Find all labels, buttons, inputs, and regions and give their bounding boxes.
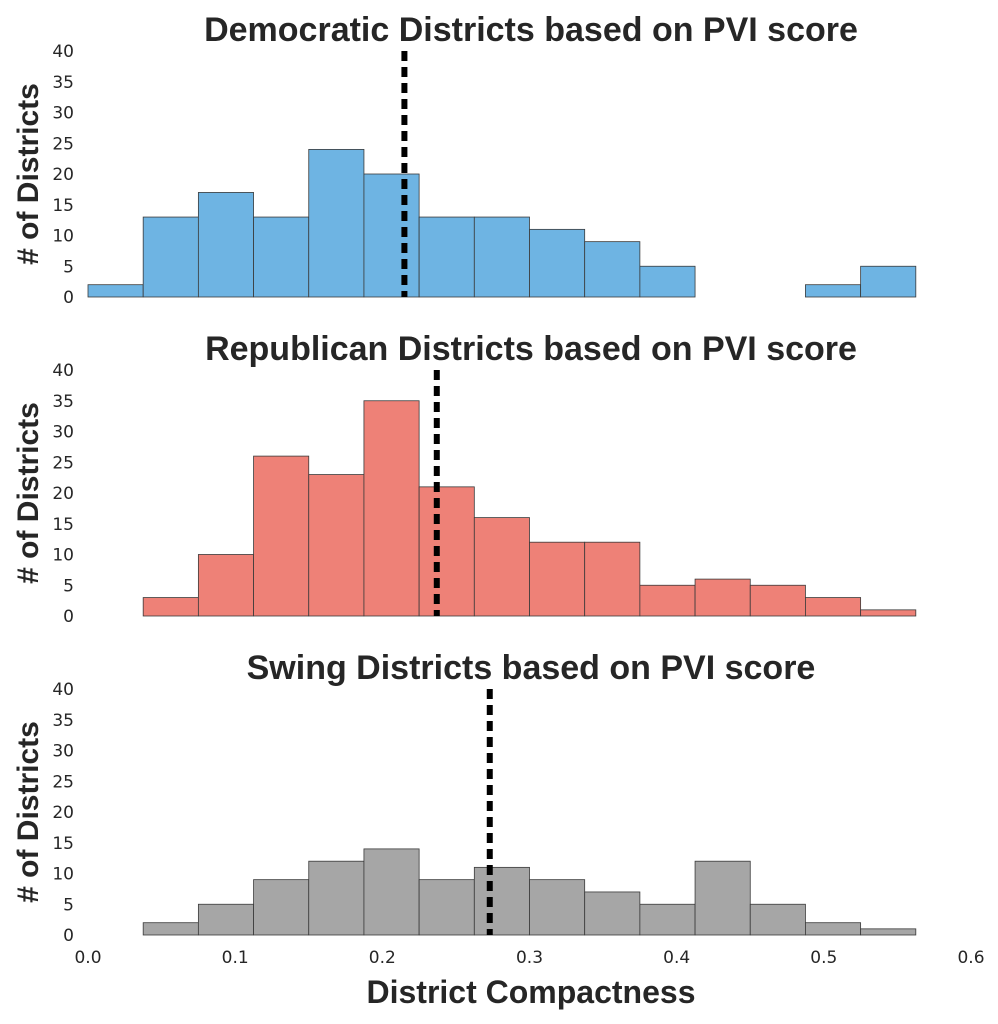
histogram-bar xyxy=(860,265,917,298)
y-tick-label: 15 xyxy=(52,196,74,216)
histogram-bar xyxy=(805,284,862,298)
histogram-bar xyxy=(584,541,641,617)
histogram-bar xyxy=(87,284,144,298)
histogram-bar xyxy=(473,517,530,617)
y-tick-label: 35 xyxy=(52,73,74,93)
y-tick-label: 10 xyxy=(52,227,74,247)
histogram-bar xyxy=(142,216,199,298)
y-tick-label: 15 xyxy=(52,834,74,854)
histogram-bar xyxy=(418,216,475,298)
histogram-bar xyxy=(308,474,365,617)
y-tick-label: 40 xyxy=(52,361,74,381)
panel-title: Republican Districts based on PVI score xyxy=(205,330,857,368)
y-tick-label: 5 xyxy=(63,257,74,277)
y-tick-label: 20 xyxy=(52,484,74,504)
bars-group xyxy=(87,148,917,298)
y-tick-label: 35 xyxy=(52,392,74,412)
y-tick-label: 20 xyxy=(52,165,74,185)
panel-republican: Republican Districts based on PVI score … xyxy=(12,330,917,627)
y-tick-label: 0 xyxy=(63,926,74,946)
histogram-bar xyxy=(639,584,696,617)
histogram-bar xyxy=(529,228,586,298)
histogram-bar xyxy=(694,860,751,936)
x-tick-label: 0.1 xyxy=(222,948,249,968)
y-tick-label: 40 xyxy=(52,680,74,700)
y-tick-label: 5 xyxy=(63,576,74,596)
y-tick-label: 35 xyxy=(52,711,74,731)
histogram-bar xyxy=(860,609,917,617)
x-tick-label: 0.5 xyxy=(810,948,837,968)
histogram-bar xyxy=(694,578,751,617)
x-tick-label: 0.4 xyxy=(663,948,690,968)
histogram-bar xyxy=(639,265,696,298)
histogram-bar xyxy=(363,400,420,617)
histogram-bar xyxy=(529,879,586,936)
histogram-bar xyxy=(805,597,862,617)
histogram-bar xyxy=(308,860,365,936)
y-tick-label: 20 xyxy=(52,803,74,823)
histogram-bar xyxy=(418,486,475,617)
histogram-bar xyxy=(197,192,254,298)
y-tick-label: 0 xyxy=(63,288,74,308)
histogram-bar xyxy=(142,597,199,617)
histogram-bar xyxy=(363,173,420,298)
histogram-bar xyxy=(584,241,641,298)
histogram-bar xyxy=(253,879,310,936)
histogram-bar xyxy=(197,903,254,936)
histogram-bar xyxy=(529,541,586,617)
histogram-bar xyxy=(860,928,917,936)
y-tick-label: 0 xyxy=(63,607,74,627)
histogram-bar xyxy=(473,216,530,298)
y-axis-label: # of Districts xyxy=(12,402,45,584)
histogram-bar xyxy=(363,848,420,936)
x-tick-label: 0.6 xyxy=(957,948,984,968)
histogram-bar xyxy=(253,455,310,617)
y-tick-label: 40 xyxy=(52,42,74,62)
histogram-bar xyxy=(142,922,199,936)
bars-group xyxy=(142,400,917,617)
histogram-bar xyxy=(749,584,806,617)
y-tick-label: 30 xyxy=(52,104,74,124)
y-tick-label: 10 xyxy=(52,546,74,566)
histogram-bar xyxy=(749,903,806,936)
y-tick-label: 15 xyxy=(52,515,74,535)
panel-title: Swing Districts based on PVI score xyxy=(247,649,816,687)
y-tick-label: 5 xyxy=(63,895,74,915)
y-tick-label: 30 xyxy=(52,742,74,762)
y-tick-label: 30 xyxy=(52,423,74,443)
y-axis-label: # of Districts xyxy=(12,721,45,903)
panel-title: Democratic Districts based on PVI score xyxy=(204,11,858,49)
y-tick-label: 10 xyxy=(52,865,74,885)
y-tick-labels: 0 5 10 15 20 25 30 35 40 xyxy=(52,361,74,627)
histogram-bar xyxy=(308,148,365,298)
histogram-bar xyxy=(473,866,530,936)
histogram-bar xyxy=(253,216,310,298)
bars-group xyxy=(142,848,917,936)
histogram-bar xyxy=(805,922,862,936)
x-tick-labels: 0.0 0.1 0.2 0.3 0.4 0.5 0.6 xyxy=(74,948,984,968)
histogram-bar xyxy=(584,891,641,936)
y-tick-labels: 0 5 10 15 20 25 30 35 40 xyxy=(52,42,74,308)
y-tick-label: 25 xyxy=(52,772,74,792)
y-tick-labels: 0 5 10 15 20 25 30 35 40 xyxy=(52,680,74,946)
x-tick-label: 0.3 xyxy=(516,948,543,968)
histogram-bar xyxy=(197,554,254,617)
y-axis-label: # of Districts xyxy=(12,83,45,265)
y-tick-label: 25 xyxy=(52,134,74,154)
y-tick-label: 25 xyxy=(52,453,74,473)
panel-swing: Swing Districts based on PVI score # of … xyxy=(12,649,985,1010)
x-tick-label: 0.0 xyxy=(74,948,101,968)
histogram-bar xyxy=(639,903,696,936)
x-tick-label: 0.2 xyxy=(369,948,396,968)
panel-democratic: Democratic Districts based on PVI score … xyxy=(12,11,917,308)
x-axis-label: District Compactness xyxy=(367,974,696,1010)
histogram-bar xyxy=(418,879,475,936)
